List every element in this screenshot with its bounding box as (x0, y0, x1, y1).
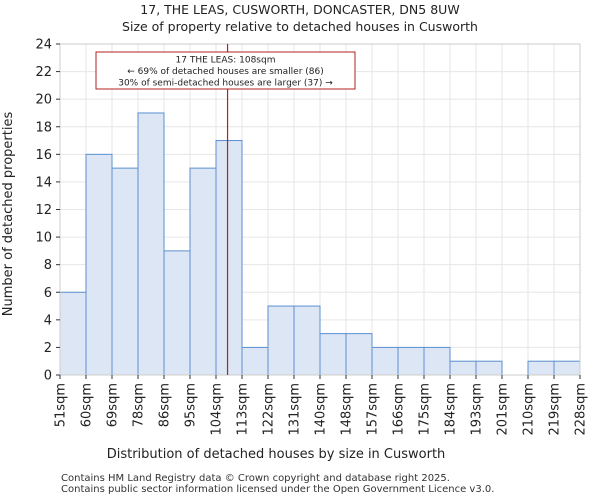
y-tick-label: 22 (35, 65, 52, 80)
histogram-bar (215, 140, 243, 376)
x-tick-label: 131sqm (288, 383, 303, 436)
y-tick-label: 16 (35, 148, 52, 163)
histogram-bar (111, 167, 139, 376)
y-tick-label: 24 (35, 38, 52, 53)
histogram-bar (319, 333, 347, 376)
x-tick-label: 166sqm (392, 383, 407, 436)
histogram-bar (423, 346, 451, 376)
y-tick-label: 10 (35, 231, 52, 246)
x-tick-label: 95sqm (184, 383, 199, 427)
y-tick-label: 2 (44, 341, 52, 356)
annotation-line: ← 69% of detached houses are smaller (86… (127, 67, 324, 77)
footer-line-2: Contains public sector information licen… (61, 484, 495, 495)
x-tick-label: 184sqm (444, 383, 459, 436)
x-tick-label: 122sqm (262, 383, 277, 436)
histogram-bar (241, 346, 269, 376)
annotation-line: 17 THE LEAS: 108sqm (176, 56, 276, 66)
y-tick-label: 20 (35, 93, 52, 108)
x-tick-label: 60sqm (80, 383, 95, 427)
y-tick-label: 18 (35, 120, 52, 135)
x-tick-label: 69sqm (106, 383, 121, 427)
x-tick-label: 157sqm (366, 383, 381, 436)
x-tick-label: 228sqm (574, 383, 589, 436)
y-tick-label: 8 (44, 258, 52, 273)
y-axis-label: Number of detached properties (1, 112, 16, 317)
histogram-bar (475, 360, 503, 376)
footer-line-1: Contains HM Land Registry data © Crown c… (61, 473, 450, 484)
histogram-bar (189, 167, 217, 376)
x-tick-label: 113sqm (236, 383, 251, 436)
x-tick-label: 78sqm (132, 383, 147, 427)
x-tick-label: 148sqm (340, 383, 355, 436)
histogram-bar (59, 291, 87, 376)
histogram-bar (449, 360, 477, 376)
x-tick-label: 51sqm (54, 383, 69, 427)
y-tick-label: 0 (44, 369, 52, 384)
histogram-bar (293, 305, 321, 376)
x-tick-label: 201sqm (496, 383, 511, 436)
chart-subtitle: Size of property relative to detached ho… (122, 19, 478, 34)
y-tick-label: 4 (44, 313, 52, 328)
y-tick-label: 14 (35, 175, 52, 190)
y-tick-label: 12 (35, 203, 52, 218)
x-tick-label: 210sqm (522, 383, 537, 436)
histogram-bar (345, 333, 373, 376)
chart-title: 17, THE LEAS, CUSWORTH, DONCASTER, DN5 8… (140, 2, 460, 17)
histogram-bar (527, 360, 555, 376)
x-tick-label: 193sqm (470, 383, 485, 436)
annotation-line: 30% of semi-detached houses are larger (… (118, 79, 333, 89)
x-tick-label: 86sqm (158, 383, 173, 427)
x-tick-label: 219sqm (548, 383, 563, 436)
x-axis-label: Distribution of detached houses by size … (107, 447, 446, 462)
histogram-bar (85, 153, 113, 376)
histogram-bar (163, 250, 191, 376)
histogram-bar (553, 360, 581, 376)
x-tick-label: 140sqm (314, 383, 329, 436)
histogram-bar (137, 112, 165, 376)
y-tick-label: 6 (44, 286, 52, 301)
x-tick-label: 175sqm (418, 383, 433, 436)
x-tick-label: 104sqm (210, 383, 225, 436)
histogram-bar (397, 346, 425, 376)
histogram-bar (371, 346, 399, 376)
annotation-box (95, 51, 356, 90)
histogram-bar (267, 305, 295, 376)
